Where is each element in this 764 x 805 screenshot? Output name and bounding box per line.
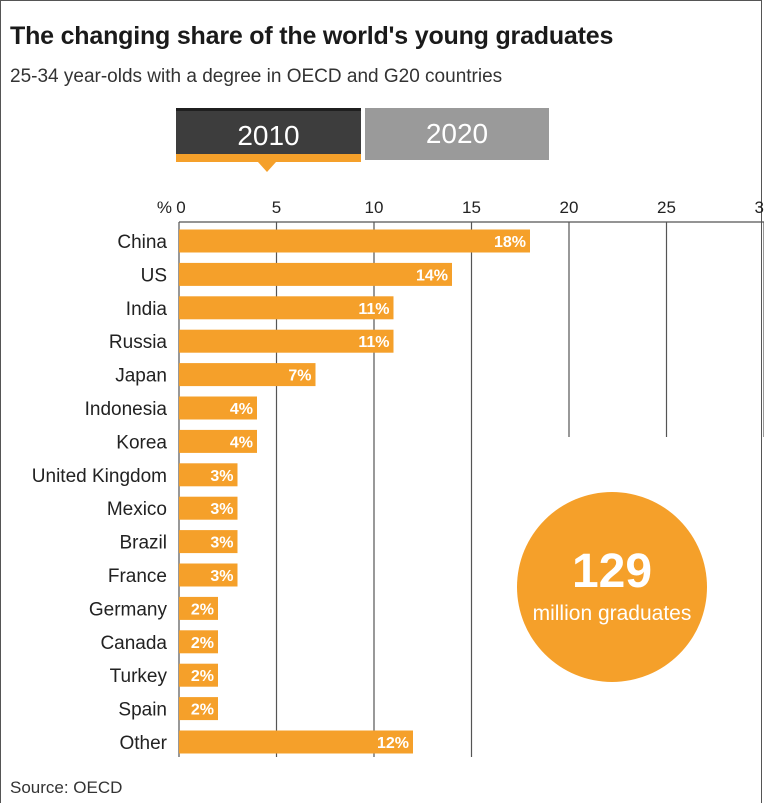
data-label-canada: 2%: [191, 635, 214, 652]
data-label-japan: 7%: [288, 368, 311, 385]
source-note: Source: OECD: [10, 778, 123, 797]
x-tick-label-15: 15: [462, 198, 481, 217]
data-label-indonesia: 4%: [230, 401, 253, 418]
total-graduates-value: 129: [571, 545, 653, 598]
bar-us: [179, 262, 452, 286]
category-label-russia: Russia: [109, 332, 168, 353]
selected-tab-pointer: [258, 162, 276, 172]
data-label-china: 18%: [494, 234, 526, 251]
bar-spain: [179, 697, 218, 721]
bar-canada: [179, 630, 218, 654]
bar-korea: [179, 429, 257, 453]
x-tick-label-10: 10: [365, 198, 384, 217]
data-label-india: 11%: [358, 301, 389, 318]
category-label-canada: Canada: [100, 633, 167, 654]
category-label-indonesia: Indonesia: [85, 399, 168, 420]
category-label-united-kingdom: United Kingdom: [32, 466, 167, 487]
data-label-other: 12%: [377, 735, 409, 752]
bar-russia: [179, 329, 394, 353]
category-label-mexico: Mexico: [107, 499, 167, 520]
data-label-us: 14%: [416, 267, 448, 284]
bar-other: [179, 730, 413, 754]
chart-subtitle: 25-34 year-olds with a degree in OECD an…: [10, 66, 503, 87]
x-tick-label-25: 25: [657, 198, 676, 217]
bar-china: [179, 229, 530, 253]
bar-germany: [179, 596, 218, 620]
bar-united-kingdom: [179, 463, 238, 487]
category-label-india: India: [126, 299, 168, 320]
x-tick-label-30: 30: [755, 198, 764, 217]
data-label-korea: 4%: [230, 434, 253, 451]
x-tick-label-20: 20: [560, 198, 579, 217]
total-graduates-label: million graduates: [532, 602, 692, 625]
tab-2010[interactable]: 2010: [176, 108, 361, 160]
bar-mexico: [179, 496, 238, 520]
bar-turkey: [179, 663, 218, 687]
x-tick-label-5: 5: [272, 198, 281, 217]
data-label-brazil: 3%: [210, 535, 233, 552]
category-label-brazil: Brazil: [119, 533, 167, 554]
data-label-france: 3%: [210, 568, 233, 585]
chart-title: The changing share of the world's young …: [10, 22, 614, 50]
bar-france: [179, 563, 238, 587]
x-axis-unit-label: %: [157, 198, 172, 217]
bar-japan: [179, 363, 316, 387]
category-label-china: China: [117, 232, 167, 253]
category-label-korea: Korea: [116, 432, 167, 453]
category-label-us: US: [141, 265, 167, 286]
data-label-spain: 2%: [191, 702, 214, 719]
bar-brazil: [179, 530, 238, 554]
category-label-turkey: Turkey: [110, 666, 168, 687]
data-label-turkey: 2%: [191, 668, 214, 685]
data-label-united-kingdom: 3%: [210, 468, 233, 485]
data-label-mexico: 3%: [210, 501, 233, 518]
data-label-russia: 11%: [358, 334, 389, 351]
category-label-other: Other: [119, 733, 167, 754]
data-label-germany: 2%: [191, 601, 214, 618]
bar-indonesia: [179, 396, 257, 420]
category-label-spain: Spain: [118, 700, 167, 721]
bar-india: [179, 296, 394, 320]
category-label-japan: Japan: [115, 366, 167, 387]
total-graduates-bubble: 129 million graduates: [517, 492, 707, 682]
category-label-germany: Germany: [89, 599, 168, 620]
tab-2020[interactable]: 2020: [365, 108, 549, 160]
selected-tab-underline: [176, 154, 361, 162]
category-label-france: France: [108, 566, 167, 587]
x-tick-label-0: 0: [176, 198, 185, 217]
